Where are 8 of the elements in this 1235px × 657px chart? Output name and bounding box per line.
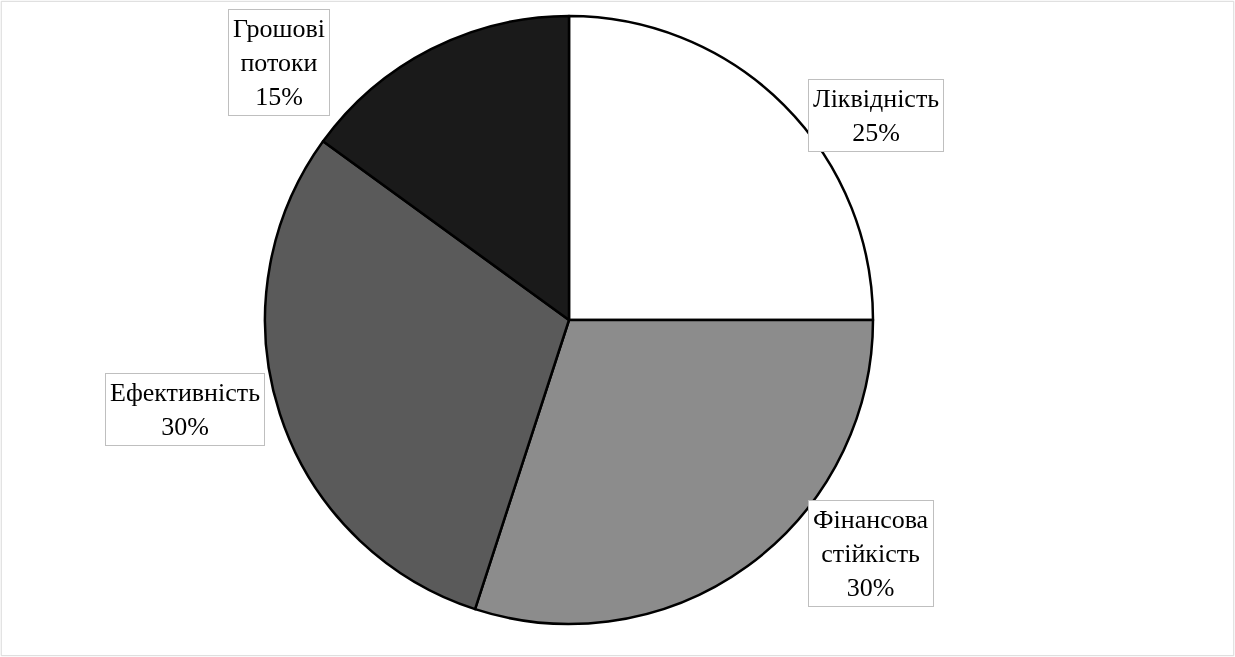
slice-label: Фінансова стійкість [813,505,929,568]
data-label: 25% [852,117,900,147]
slice-label: Грошові потоки [233,14,325,77]
data-label: 15% [255,81,303,111]
slice-label: Ліквідність [813,84,940,113]
data-label: 30% [846,572,895,602]
data-label: 30% [161,411,209,441]
slice-label: Ефективність [110,378,261,407]
